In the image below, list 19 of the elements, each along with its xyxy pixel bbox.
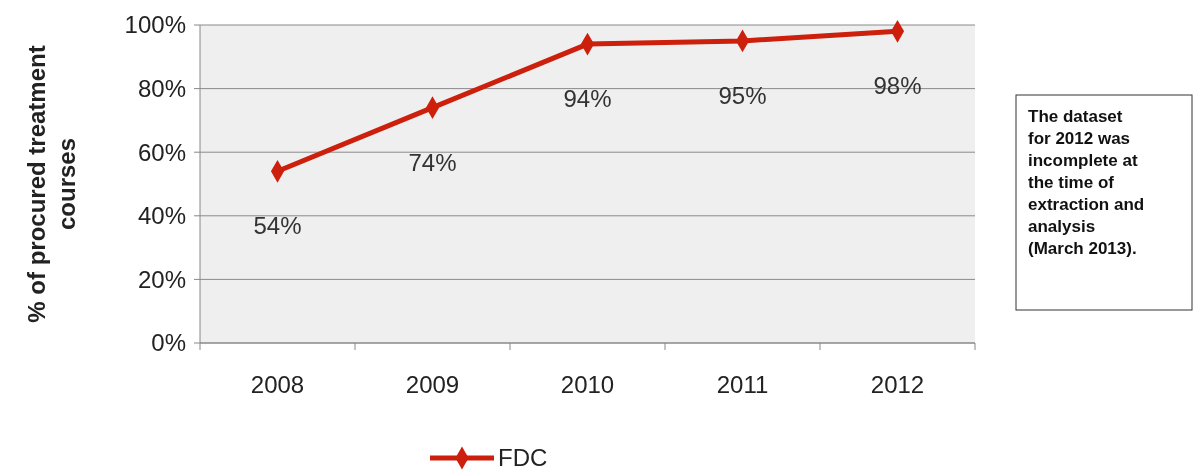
y-tick-label: 60% bbox=[137, 138, 186, 166]
data-label: 95% bbox=[718, 81, 767, 109]
data-label: 74% bbox=[408, 148, 457, 176]
x-tick-label: 2010 bbox=[560, 371, 615, 398]
data-label: 94% bbox=[563, 85, 612, 113]
y-tick-label: 20% bbox=[137, 265, 186, 293]
y-axis-title: % of procured treatment courses bbox=[23, 45, 80, 323]
data-label: 98% bbox=[873, 72, 922, 100]
text: The dataset for 2012 was incomplete at the time of extraction and analysis (March 2013). bbox=[1028, 107, 1145, 258]
y-tick-label: 80% bbox=[137, 75, 186, 102]
legend-label: FDC bbox=[498, 444, 548, 471]
x-tick-label: 2011 bbox=[716, 371, 769, 398]
x-tick-label: 2012 bbox=[870, 371, 925, 398]
y-tick-label: 40% bbox=[137, 202, 186, 230]
x-tick-label: 2008 bbox=[250, 371, 305, 398]
data-label: 54% bbox=[253, 212, 302, 240]
x-tick-label: 2009 bbox=[405, 371, 460, 398]
y-tick-label: 100% bbox=[124, 11, 186, 39]
y-tick-label: 0% bbox=[151, 329, 186, 357]
